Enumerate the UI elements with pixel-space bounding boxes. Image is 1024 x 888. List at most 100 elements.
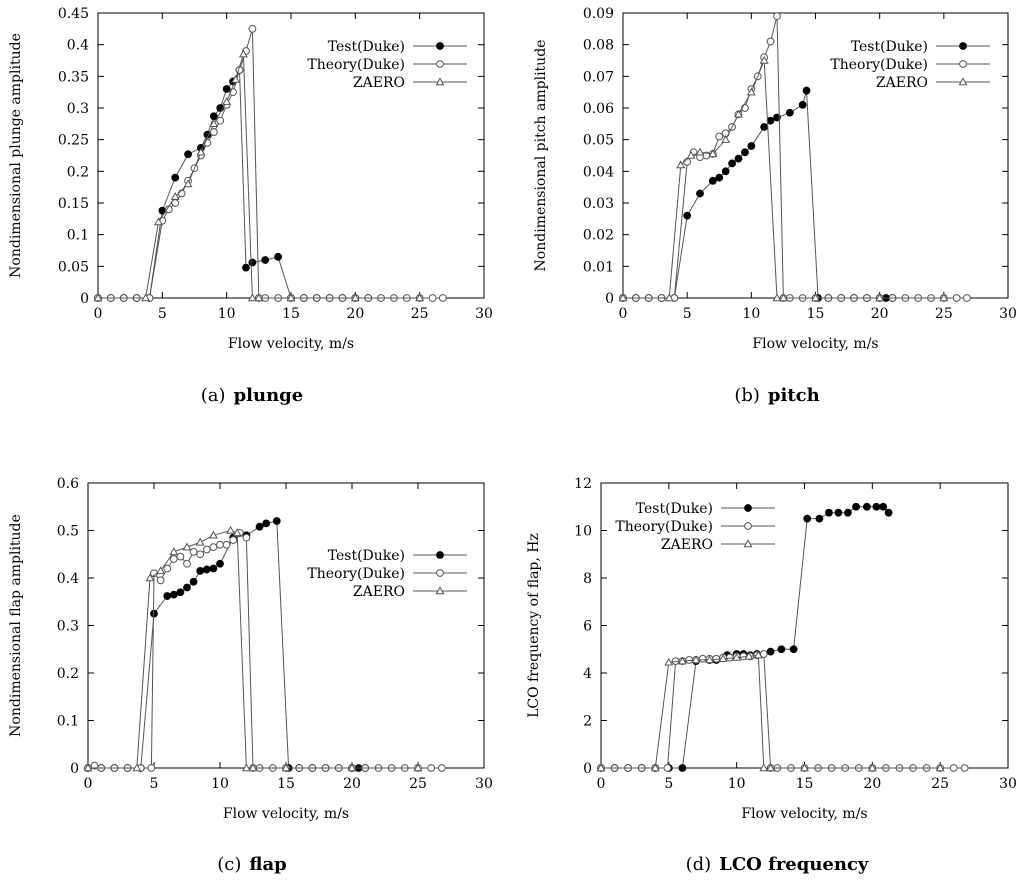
- legend-label: Theory(Duke): [830, 57, 928, 73]
- x-axis-label: Flow velocity, m/s: [228, 336, 354, 352]
- y-tick-label: 0.2: [57, 666, 79, 682]
- data-point: [744, 651, 754, 660]
- y-tick-label: 0: [80, 291, 89, 307]
- data-point: [715, 173, 724, 182]
- data-point: [242, 533, 251, 542]
- y-tick-label: 0.08: [583, 38, 614, 54]
- y-tick-label: 0.35: [58, 69, 89, 85]
- data-point: [222, 97, 232, 105]
- x-tick-label: 25: [935, 306, 953, 322]
- data-point: [773, 113, 781, 122]
- y-tick-label: 0.3: [67, 101, 89, 117]
- x-tick-label: 5: [150, 776, 159, 792]
- data-point: [195, 537, 205, 546]
- data-point: [683, 211, 692, 220]
- y-tick-label: 2: [583, 714, 592, 730]
- data-point: [875, 293, 885, 302]
- data-point: [247, 293, 257, 302]
- data-point: [852, 502, 860, 511]
- data-point: [759, 650, 768, 658]
- data-point: [663, 764, 672, 772]
- data-point: [678, 764, 687, 772]
- data-point: [664, 293, 674, 302]
- legend-marker: [959, 42, 967, 50]
- legend-marker: [744, 504, 752, 512]
- legend: Test(Duke) Theory(Duke) ZAERO: [615, 501, 775, 553]
- y-tick-label: 0.06: [583, 101, 614, 117]
- data-point: [825, 508, 833, 517]
- x-tick-label: 15: [796, 776, 814, 792]
- data-point: [350, 293, 360, 302]
- y-tick-label: 0.45: [58, 6, 89, 22]
- data-point: [960, 764, 969, 772]
- caption-title: pitch: [768, 385, 820, 406]
- data-point: [261, 256, 270, 264]
- plot-frame: [87, 482, 485, 769]
- data-point: [949, 764, 958, 772]
- data-point: [766, 647, 775, 656]
- data-point: [691, 655, 701, 664]
- data-point: [209, 119, 219, 128]
- y-tick-label: 0.04: [583, 164, 614, 180]
- chart-panel-2: 0 5 10 15 20 25 30 0 0.01 0.02 0.03 0.04 0.05 0.06 0.0…: [533, 6, 1017, 406]
- data-point: [216, 559, 224, 568]
- data-point: [169, 590, 178, 599]
- y-tick-label: 0.6: [57, 476, 79, 492]
- data-point: [696, 189, 704, 198]
- data-point: [759, 763, 769, 772]
- data-point: [935, 763, 945, 772]
- data-point: [183, 583, 191, 592]
- data-point: [255, 522, 264, 531]
- data-point: [785, 108, 794, 117]
- legend-label: ZAERO: [353, 584, 405, 600]
- legend-label: ZAERO: [353, 75, 405, 91]
- data-point: [176, 588, 185, 597]
- series-zaero: [596, 650, 945, 772]
- data-point: [650, 763, 660, 772]
- series-line: [601, 653, 965, 769]
- data-point: [182, 542, 192, 551]
- legend-label: ZAERO: [876, 75, 928, 91]
- data-point: [844, 508, 852, 517]
- x-tick-label: 15: [807, 306, 825, 322]
- data-point: [209, 112, 218, 121]
- data-point: [766, 37, 775, 46]
- x-tick-label: 15: [282, 306, 300, 322]
- x-tick-label: 20: [346, 306, 364, 322]
- y-axis-label: Nondimensional plunge amplitude: [8, 33, 24, 278]
- data-point: [773, 12, 781, 21]
- data-point: [286, 293, 296, 302]
- data-point: [872, 502, 881, 511]
- data-point: [202, 545, 211, 554]
- data-point: [677, 656, 687, 665]
- panel-caption: (c) flap: [217, 854, 286, 875]
- y-tick-label: 0.07: [583, 69, 614, 85]
- caption-title: plunge: [234, 385, 304, 406]
- y-tick-label: 6: [583, 619, 592, 635]
- y-tick-label: 0.02: [583, 228, 614, 244]
- data-point: [347, 763, 357, 772]
- data-point: [272, 517, 281, 525]
- data-point: [183, 179, 193, 188]
- data-point: [169, 547, 179, 556]
- x-tick-label: 30: [999, 776, 1017, 792]
- data-point: [766, 116, 775, 125]
- data-point: [208, 530, 218, 539]
- data-point: [93, 293, 103, 302]
- data-point: [177, 189, 186, 198]
- y-tick-label: 0.05: [58, 259, 89, 275]
- data-point: [811, 293, 820, 302]
- data-point: [802, 86, 811, 95]
- data-point: [156, 566, 166, 575]
- legend-label: ZAERO: [661, 537, 713, 553]
- data-point: [132, 763, 142, 772]
- caption-prefix: (b): [734, 385, 760, 406]
- data-point: [241, 763, 251, 772]
- x-tick-label: 0: [84, 776, 93, 792]
- data-point: [248, 763, 258, 772]
- data-point: [686, 150, 696, 159]
- legend-label: Test(Duke): [328, 39, 405, 55]
- data-point: [867, 763, 877, 772]
- data-point: [150, 609, 158, 618]
- y-tick-label: 0.25: [58, 133, 89, 149]
